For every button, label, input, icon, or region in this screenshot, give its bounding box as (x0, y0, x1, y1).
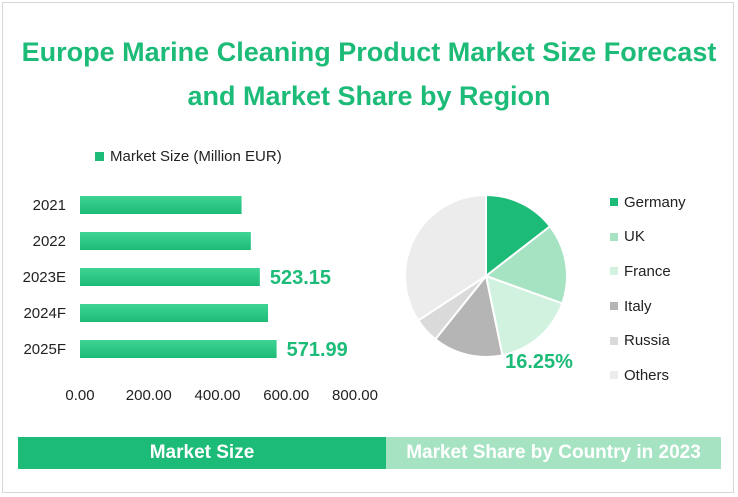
pie-legend-item: Germany (610, 185, 686, 220)
bar-data-label: 571.99 (287, 339, 348, 361)
bar-2024f (80, 304, 269, 322)
pie-legend-label: UK (624, 228, 645, 246)
x-tick-label: 400.00 (195, 387, 241, 404)
pie-legend-swatch (610, 198, 618, 207)
pie-legend-item: Russia (610, 323, 686, 358)
x-tick-label: 800.00 (332, 387, 378, 404)
pie-legend-item: France (610, 254, 686, 289)
x-tick-label: 200.00 (126, 387, 172, 404)
pie-legend-label: Italy (624, 297, 652, 315)
legend-swatch (95, 152, 104, 161)
y-tick-label: 2025F (23, 341, 66, 358)
y-tick-label: 2023E (23, 269, 66, 286)
pie-legend-swatch (610, 371, 618, 380)
pie-legend-item: Italy (610, 289, 686, 324)
pie-slice-italy (433, 273, 504, 358)
pie-legend-item: Others (610, 358, 686, 393)
pie-legend-label: Others (624, 366, 670, 384)
pie-slice-others (404, 193, 487, 322)
pie-data-label: 16.25% (505, 351, 573, 373)
bar-2023e (80, 268, 260, 286)
y-tick-label: 2024F (23, 305, 66, 322)
pie-legend-item: UK (610, 220, 686, 255)
bar-data-label: 523.15 (270, 267, 331, 289)
title-line-1: Europe Marine Cleaning Product Market Si… (21, 37, 717, 67)
pie-legend-swatch (610, 336, 618, 345)
bar-2021 (80, 196, 242, 214)
bar-2022 (80, 232, 251, 250)
x-tick-label: 0.00 (65, 387, 94, 404)
x-tick-label: 600.00 (263, 387, 309, 404)
y-tick-label: 2022 (33, 233, 66, 250)
footer-market-share: Market Share by Country in 2023 (386, 437, 721, 469)
pie-legend-swatch (610, 232, 618, 241)
title-line-2: and Market Share by Region (187, 81, 551, 111)
pie-slice-france (484, 274, 564, 357)
chart-title: Europe Marine Cleaning Product Market Si… (0, 30, 738, 118)
bar-legend: Market Size (Million EUR) (95, 148, 282, 165)
pie-legend-swatch (610, 302, 618, 311)
bar-2025f (80, 340, 277, 358)
bar-legend-label: Market Size (Million EUR) (110, 148, 282, 165)
pie-legend-label: Germany (624, 193, 686, 211)
pie-slice-germany (485, 193, 552, 279)
y-tick-label: 2021 (33, 197, 66, 214)
pie-legend-swatch (610, 267, 618, 276)
footer-market-size: Market Size (18, 437, 386, 469)
pie-legend: Germany UK France Italy Russia Others (610, 185, 686, 393)
pie-legend-label: France (624, 262, 671, 280)
pie-slice-uk (483, 224, 568, 305)
pie-legend-label: Russia (624, 332, 670, 350)
